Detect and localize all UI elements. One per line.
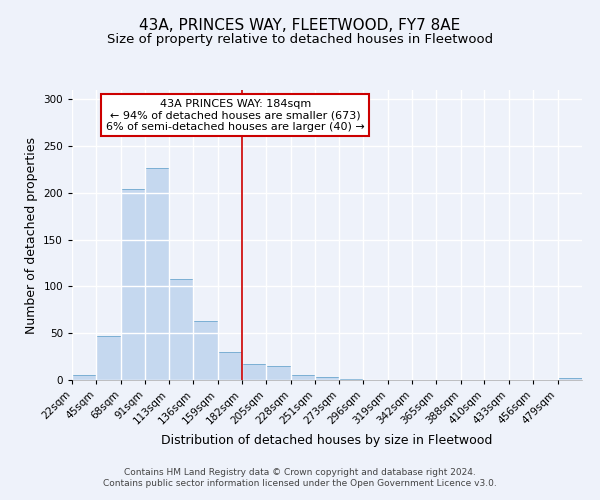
Text: 43A PRINCES WAY: 184sqm
← 94% of detached houses are smaller (673)
6% of semi-de: 43A PRINCES WAY: 184sqm ← 94% of detache…	[106, 98, 365, 132]
Bar	[291, 376, 316, 380]
Bar	[316, 377, 338, 380]
X-axis label: Distribution of detached houses by size in Fleetwood: Distribution of detached houses by size …	[161, 434, 493, 447]
Y-axis label: Number of detached properties: Number of detached properties	[25, 136, 38, 334]
Bar	[338, 379, 363, 380]
Bar	[557, 378, 582, 380]
Bar	[169, 279, 193, 380]
Bar	[266, 366, 291, 380]
Text: Size of property relative to detached houses in Fleetwood: Size of property relative to detached ho…	[107, 32, 493, 46]
Bar	[72, 376, 97, 380]
Bar	[121, 189, 145, 380]
Bar	[145, 168, 169, 380]
Text: 43A, PRINCES WAY, FLEETWOOD, FY7 8AE: 43A, PRINCES WAY, FLEETWOOD, FY7 8AE	[139, 18, 461, 32]
Bar	[218, 352, 242, 380]
Bar	[193, 321, 218, 380]
Bar	[97, 336, 121, 380]
Text: Contains HM Land Registry data © Crown copyright and database right 2024.
Contai: Contains HM Land Registry data © Crown c…	[103, 468, 497, 487]
Bar	[242, 364, 266, 380]
